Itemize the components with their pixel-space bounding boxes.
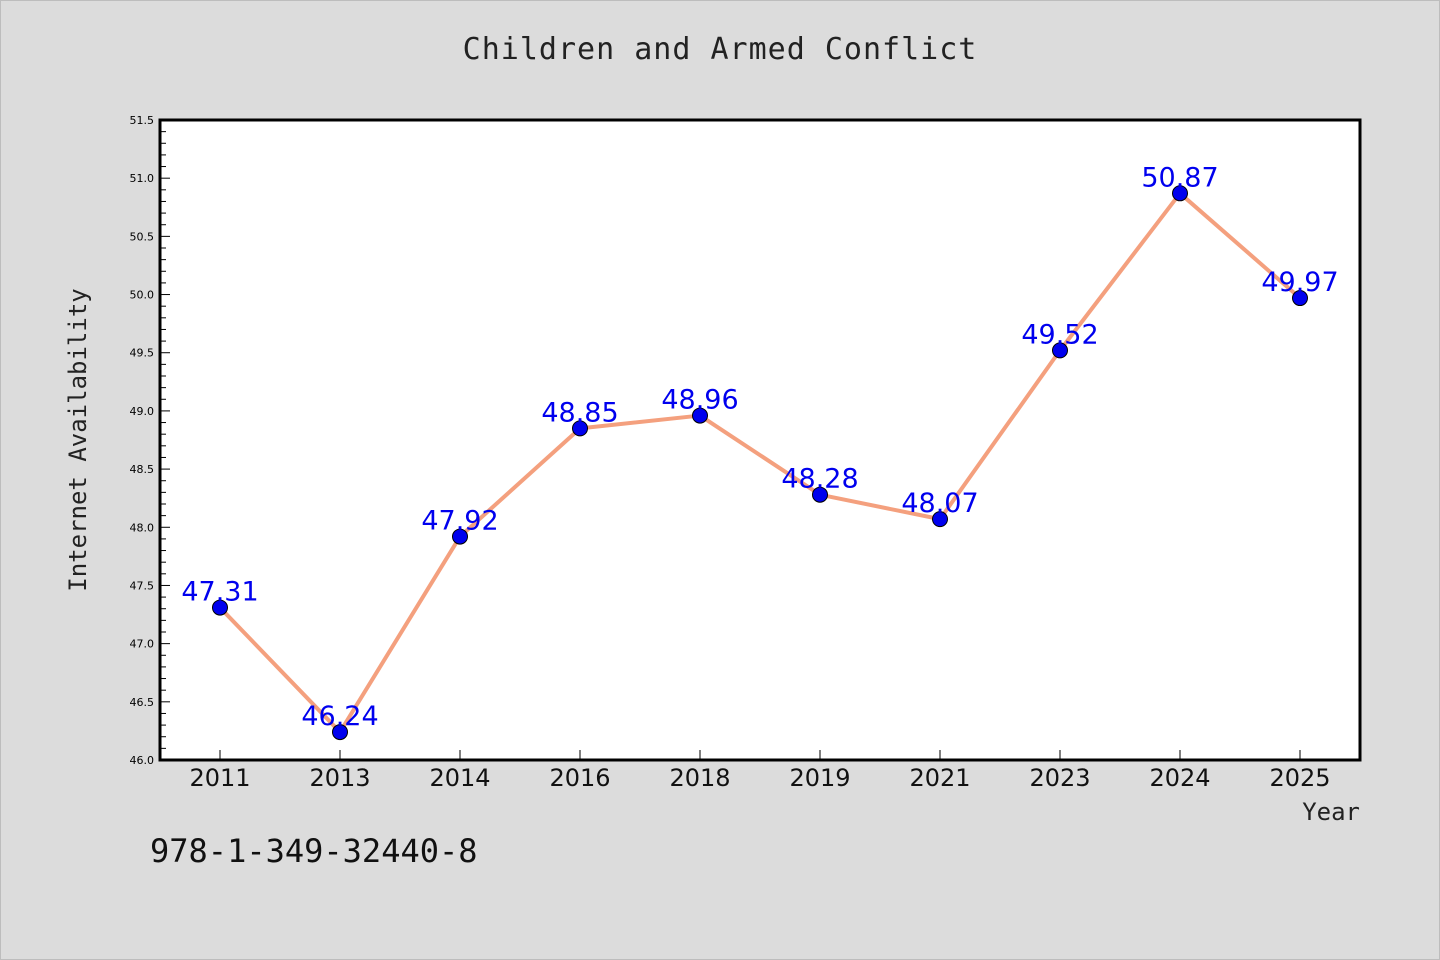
plot-area	[160, 120, 1360, 760]
x-axis-label: Year	[1302, 798, 1360, 826]
y-tick-label: 51.0	[130, 172, 155, 185]
y-tick-label: 47.0	[130, 638, 155, 651]
y-tick-label: 48.0	[130, 521, 155, 534]
x-tick-label: 2013	[309, 764, 370, 792]
x-tick-label: 2024	[1149, 764, 1210, 792]
x-tick-label: 2014	[429, 764, 490, 792]
x-tick-label: 2023	[1029, 764, 1090, 792]
data-label: 50.87	[1141, 162, 1218, 193]
y-tick-label: 51.5	[130, 114, 155, 127]
chart-title: Children and Armed Conflict	[462, 32, 978, 67]
data-point	[1052, 342, 1068, 359]
plot-border	[158, 118, 1362, 762]
y-tick-label: 50.5	[130, 230, 155, 243]
y-axis-label: Internet Availability	[64, 288, 92, 591]
data-point	[812, 486, 828, 503]
x-tick-label: 2025	[1269, 764, 1330, 792]
data-point	[1172, 185, 1188, 202]
x-tick-label: 2021	[909, 764, 970, 792]
data-label: 48.96	[661, 385, 738, 416]
y-tick-label: 50.0	[130, 289, 155, 302]
data-label: 47.92	[421, 506, 498, 537]
y-tick-label: 46.5	[130, 696, 155, 709]
x-tick-label: 2016	[549, 764, 610, 792]
data-point	[332, 724, 348, 741]
data-label: 49.97	[1261, 267, 1338, 298]
data-label: 46.24	[301, 701, 378, 732]
y-tick-label: 46.0	[130, 754, 155, 767]
data-point	[212, 599, 228, 616]
data-point	[1292, 290, 1308, 307]
data-label: 48.85	[541, 397, 618, 428]
data-label: 48.07	[901, 488, 978, 519]
data-point	[452, 528, 468, 545]
data-point	[572, 420, 588, 437]
data-label: 49.52	[1021, 319, 1098, 350]
series-line	[218, 191, 1302, 735]
y-tick-label: 48.5	[130, 463, 155, 476]
data-point	[932, 511, 948, 528]
x-tick-label: 2018	[669, 764, 730, 792]
data-label: 47.31	[181, 577, 258, 608]
isbn-text: 978-1-349-32440-8	[150, 832, 478, 870]
y-tick-label: 49.5	[130, 347, 155, 360]
x-tick-label: 2011	[189, 764, 250, 792]
y-tick-label: 47.5	[130, 579, 155, 592]
data-point	[692, 407, 708, 424]
y-tick-label: 49.0	[130, 405, 155, 418]
x-tick-label: 2019	[789, 764, 850, 792]
data-label: 48.28	[781, 464, 858, 495]
